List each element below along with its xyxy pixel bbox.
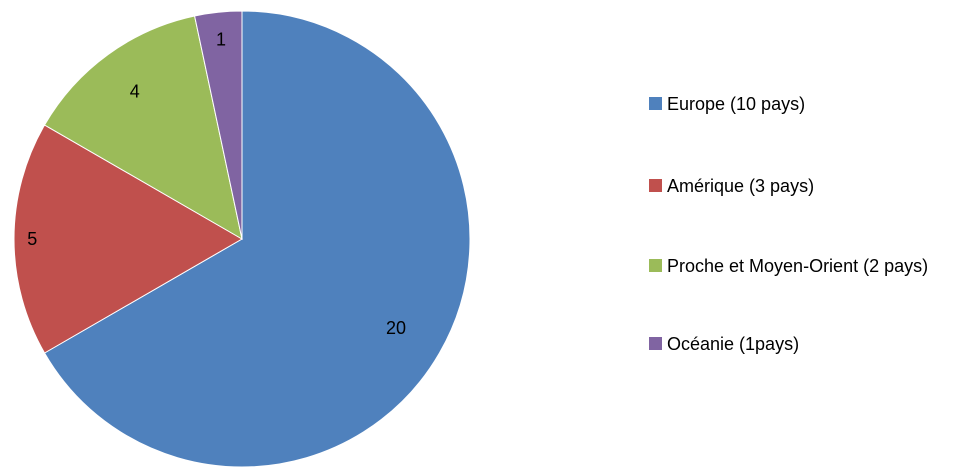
pie-slice-3 [43, 15, 243, 240]
pie-data-labels: 20 5 4 1 [27, 29, 406, 337]
pie-slice-2 [13, 124, 244, 354]
legend-swatch-3 [649, 259, 662, 272]
pie-data-label-1: 20 [386, 318, 406, 338]
pie-data-label-2: 5 [27, 229, 37, 249]
pie-slice-1 [43, 10, 471, 468]
legend-label-4: Océanie (1pays) [667, 334, 800, 354]
legend-item-1: Europe (10 pays) [649, 90, 959, 118]
legend-label-3: Proche et Moyen-Orient (2 pays) [667, 256, 929, 276]
legend-label-1: Europe (10 pays) [667, 94, 806, 114]
legend-item-2: Amérique (3 pays) [649, 172, 959, 200]
legend-item-4: Océanie (1pays) [649, 330, 959, 358]
pie-slices [13, 10, 471, 468]
legend-swatch-2 [649, 179, 662, 192]
pie-slice-4 [194, 10, 243, 240]
legend-label-2: Amérique (3 pays) [667, 176, 815, 196]
legend-item-3: Proche et Moyen-Orient (2 pays) [649, 252, 959, 280]
legend-swatch-4 [649, 337, 662, 350]
pie-data-label-3: 4 [130, 81, 140, 101]
pie-data-label-4: 1 [216, 29, 226, 49]
legend-swatch-1 [649, 97, 662, 110]
